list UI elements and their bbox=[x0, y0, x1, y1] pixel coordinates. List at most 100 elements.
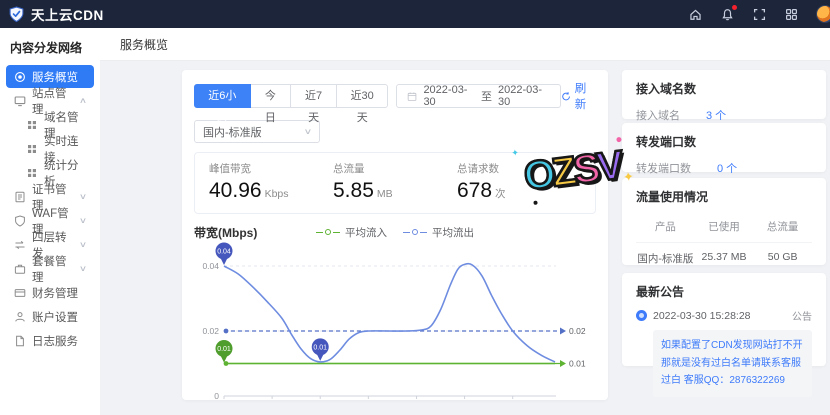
sidebar-item-label: 实时连接 bbox=[44, 135, 79, 164]
sidebar-item-layer4-forwarding[interactable]: 四层转发 ∨ bbox=[6, 232, 94, 260]
stat-total-requests: 总请求数 678 次 bbox=[457, 163, 506, 202]
sidebar-item-certificate-management[interactable]: 证书管理 ∨ bbox=[6, 184, 94, 212]
chevron-down-icon: ∨ bbox=[78, 192, 88, 201]
tab-bar: 服务概览 bbox=[100, 28, 830, 61]
chart-title: 带宽(Mbps) bbox=[194, 225, 258, 240]
date-start: 2022-03-30 bbox=[423, 84, 468, 108]
domains-card: 接入域名数 接入域名 3 个 bbox=[622, 70, 826, 122]
domains-label: 接入域名 bbox=[636, 110, 680, 122]
announcement-card: 最新公告 2022-03-30 15:28:28 公告 如果配置了CDN发现网站… bbox=[622, 273, 826, 397]
sidebar-item-label: 财务管理 bbox=[32, 287, 78, 300]
sidebar-item-realtime-connections[interactable]: 实时连接 bbox=[6, 136, 94, 164]
announcement-tag: 公告 bbox=[792, 312, 812, 323]
forward-arrows-icon bbox=[14, 239, 26, 251]
certificate-icon bbox=[14, 191, 26, 203]
sidebar-item-statistics[interactable]: 统计分析 bbox=[6, 160, 94, 188]
fullscreen-icon[interactable] bbox=[752, 7, 767, 22]
shield-icon bbox=[14, 214, 26, 227]
sidebar-item-label: WAF管理 bbox=[32, 207, 69, 236]
range-button-30d[interactable]: 近30天 bbox=[337, 84, 389, 124]
briefcase-icon bbox=[14, 263, 26, 275]
refresh-button[interactable]: 刷新 bbox=[561, 80, 596, 112]
range-button-today[interactable]: 今日 bbox=[250, 84, 292, 124]
announcement-title: 最新公告 bbox=[636, 285, 685, 299]
sidebar-item-label: 日志服务 bbox=[32, 335, 78, 348]
traffic-col-used: 已使用 bbox=[708, 221, 740, 233]
sidebar-item-label: 四层转发 bbox=[32, 231, 67, 260]
bandwidth-line-chart: 17:5017:5518:0018:0518:1018:1518:2000.02… bbox=[202, 242, 586, 400]
plan-select[interactable]: 国内-标准版 ∨ bbox=[194, 120, 320, 143]
brand[interactable]: 天上云CDN bbox=[0, 4, 104, 24]
stats-summary: 峰值带宽 40.96 Kbps 总流量 5.85 MB 总请求数 678 次 bbox=[194, 152, 596, 214]
sidebar-item-label: 服务概览 bbox=[32, 71, 78, 84]
notification-bell-icon[interactable] bbox=[720, 4, 737, 22]
chart-legend: 平均流入 平均流出 bbox=[194, 225, 596, 240]
svg-text:0.01: 0.01 bbox=[569, 359, 586, 369]
sidebar-item-log-service[interactable]: 日志服务 bbox=[6, 329, 94, 352]
sidebar-title: 内容分发网络 bbox=[10, 41, 83, 55]
sidebar-item-site-management[interactable]: 站点管理 ∧ bbox=[6, 88, 94, 116]
chevron-down-icon: ∨ bbox=[78, 240, 88, 249]
refresh-icon bbox=[561, 91, 570, 100]
sidebar-item-label: 统计分析 bbox=[44, 159, 79, 188]
file-icon bbox=[14, 335, 26, 347]
announcement-content: 如果配置了CDN发现网站打不开那就是没有过白名单请联系客服 过白 客服QQ：28… bbox=[653, 330, 812, 397]
svg-text:0.02: 0.02 bbox=[202, 326, 219, 336]
sidebar-item-waf-management[interactable]: WAF管理 ∨ bbox=[6, 208, 94, 236]
sidebar: 内容分发网络 服务概览 站点管理 ∧ 域名管理 实时连接 统计分析 证书管理 ∨ bbox=[0, 28, 100, 415]
chevron-down-icon: ∨ bbox=[78, 264, 88, 273]
ports-value-link[interactable]: 0 个 bbox=[717, 163, 738, 175]
ports-card-title: 转发端口数 bbox=[636, 135, 697, 149]
time-range-group: 近6小时 今日 近7天 近30天 bbox=[194, 84, 389, 124]
legend-item-inflow[interactable]: 平均流入 bbox=[316, 225, 387, 240]
user-avatar[interactable] bbox=[816, 5, 830, 23]
sidebar-item-label: 证书管理 bbox=[32, 183, 67, 212]
sidebar-item-domain-management[interactable]: 域名管理 bbox=[6, 112, 94, 140]
home-icon[interactable] bbox=[688, 7, 703, 22]
svg-text:0: 0 bbox=[214, 391, 219, 400]
sidebar-item-service-overview[interactable]: 服务概览 bbox=[6, 65, 94, 88]
sidebar-item-label: 账户设置 bbox=[32, 311, 78, 324]
domains-card-title: 接入域名数 bbox=[636, 82, 697, 96]
chevron-down-icon: ∨ bbox=[303, 127, 313, 136]
sidebar-item-package-management[interactable]: 套餐管理 ∨ bbox=[6, 256, 94, 284]
sidebar-item-label: 站点管理 bbox=[32, 87, 67, 116]
notification-badge bbox=[732, 4, 737, 10]
svg-text:0.04: 0.04 bbox=[217, 249, 231, 256]
sidebar-item-account-settings[interactable]: 账户设置 bbox=[6, 305, 94, 328]
range-button-6h[interactable]: 近6小时 bbox=[194, 84, 251, 124]
bank-card-icon bbox=[14, 287, 26, 299]
overview-icon bbox=[14, 71, 26, 83]
domains-value-link[interactable]: 3 个 bbox=[706, 110, 727, 122]
tab-service-overview[interactable]: 服务概览 bbox=[120, 37, 169, 52]
svg-text:0.01: 0.01 bbox=[313, 344, 327, 351]
paint-dot bbox=[616, 136, 622, 143]
sidebar-item-label: 域名管理 bbox=[44, 111, 79, 140]
stat-peak-bandwidth: 峰值带宽 40.96 Kbps bbox=[209, 163, 289, 202]
top-header: 天上云CDN bbox=[0, 0, 830, 28]
svg-text:0.02: 0.02 bbox=[569, 326, 586, 336]
announcement-item: 2022-03-30 15:28:28 公告 如果配置了CDN发现网站打不开那就… bbox=[636, 308, 812, 397]
content-area: 近6小时 今日 近7天 近30天 2022-03-30 至 2022-03-30… bbox=[100, 61, 830, 415]
range-button-7d[interactable]: 近7天 bbox=[291, 84, 338, 124]
announcement-time: 2022-03-30 15:28:28 bbox=[653, 309, 751, 322]
brand-title: 天上云CDN bbox=[31, 8, 104, 23]
shield-logo-icon bbox=[8, 6, 25, 23]
traffic-usage-title: 流量使用情况 bbox=[636, 190, 709, 204]
traffic-usage-table: 产品 已使用 总流量 国内-标准版 25.37 MB 50 GB bbox=[636, 211, 812, 274]
date-separator: 至 bbox=[481, 91, 492, 103]
calendar-icon bbox=[408, 91, 417, 101]
sidebar-item-finance-management[interactable]: 财务管理 bbox=[6, 281, 94, 304]
apps-grid-icon[interactable] bbox=[784, 7, 799, 22]
grid-icon bbox=[26, 119, 38, 131]
svg-text:0.01: 0.01 bbox=[217, 346, 231, 353]
date-range-picker[interactable]: 2022-03-30 至 2022-03-30 bbox=[396, 84, 561, 108]
ports-label: 转发端口数 bbox=[636, 163, 691, 175]
chevron-up-icon: ∧ bbox=[78, 96, 88, 105]
stat-total-traffic: 总流量 5.85 MB bbox=[333, 163, 393, 202]
legend-item-outflow[interactable]: 平均流出 bbox=[403, 225, 474, 240]
sidebar-item-label: 套餐管理 bbox=[32, 255, 67, 284]
grid-icon bbox=[26, 143, 38, 155]
ports-card: 转发端口数 转发端口数 0 个 bbox=[622, 123, 826, 175]
grid-icon bbox=[26, 167, 38, 179]
